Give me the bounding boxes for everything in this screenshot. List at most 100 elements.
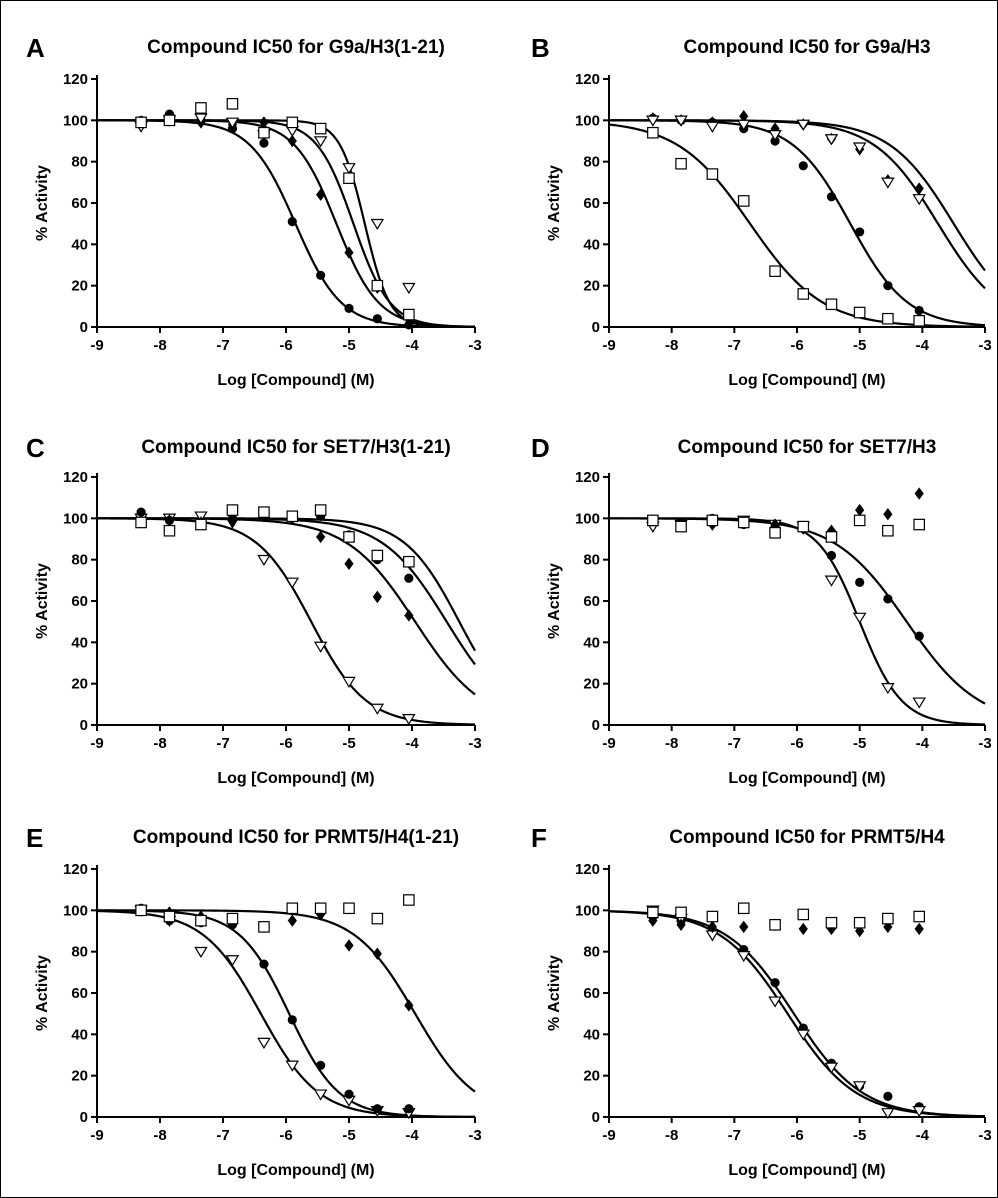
panel-e-point-triangle xyxy=(194,946,208,959)
panel-e-point-square xyxy=(403,894,415,906)
panel-b-point-circle xyxy=(826,192,837,202)
panel-f-point-triangle xyxy=(768,996,782,1008)
panel-c-point-square xyxy=(258,506,270,518)
panel-b-fit-curve-diamond xyxy=(609,119,986,272)
panel-c-fit-curve-square xyxy=(97,517,476,652)
panel-d-y-tick-label: 60 xyxy=(583,593,600,610)
panel-e-point-triangle xyxy=(257,1037,271,1049)
panel-f-fit-curve-triangle xyxy=(609,910,986,1117)
panel-c: C Compound IC50 for SET7/H3(1-21) 0 20 40 60 8… xyxy=(26,433,482,787)
panel-c-x-tick-label: -8 xyxy=(153,735,166,752)
panel-f-point-diamond xyxy=(648,914,658,927)
panel-b-series-square xyxy=(647,126,925,327)
panel-b-point-triangle xyxy=(796,119,811,131)
panel-e-point-square xyxy=(371,912,384,925)
panel-d-point-square xyxy=(853,514,866,527)
panel-c-letter: C xyxy=(26,433,45,463)
panel-a-y-tick-label: 60 xyxy=(71,195,88,212)
panel-e-title: Compound IC50 for PRMT5/H4(1-21) xyxy=(133,827,459,848)
panel-f-point-square xyxy=(769,918,781,931)
panel-e-point-circle xyxy=(287,1015,297,1025)
panel-d-series-triangle xyxy=(646,515,926,709)
panel-f-x-tick-label: -4 xyxy=(916,1127,930,1144)
panel-b-y-tick-label: 40 xyxy=(583,236,600,253)
panel-e-point-square xyxy=(314,902,327,915)
panel-d-x-tick-label: -5 xyxy=(853,735,866,752)
panel-f-point-square xyxy=(706,910,719,923)
panel-b-point-square xyxy=(853,306,866,319)
panel-f-y-tick-label: 20 xyxy=(583,1068,600,1085)
panel-d-y-tick-label: 20 xyxy=(583,676,600,693)
panel-d-point-square xyxy=(706,514,719,527)
panel-e: E Compound IC50 for PRMT5/H4(1-21) 0 20 40 60… xyxy=(26,823,482,1179)
panel-e-point-square xyxy=(286,902,299,915)
panel-e-point-square xyxy=(226,912,239,925)
panel-b-x-tick-label: -5 xyxy=(853,337,866,354)
panel-f-point-triangle xyxy=(881,1108,895,1120)
panel-a-point-triangle xyxy=(194,113,208,125)
panel-d-y-axis-label: % Activity xyxy=(546,563,563,639)
panel-c-fit-curve-diamond xyxy=(97,517,476,696)
panel-e-y-tick-label: 0 xyxy=(80,1109,88,1126)
panel-d-point-square xyxy=(769,526,781,539)
panel-b-point-triangle xyxy=(705,121,720,133)
panel-a-point-circle xyxy=(287,217,297,227)
panel-f-y-tick-label: 80 xyxy=(583,944,600,961)
panel-b-y-tick-label: 120 xyxy=(575,71,600,88)
panel-c-x-tick-label: -7 xyxy=(216,735,229,752)
panel-a-y-tick-label: 80 xyxy=(71,154,88,171)
panel-d-point-square xyxy=(825,531,838,543)
panel-c-point-diamond xyxy=(316,530,326,544)
panel-a-point-triangle xyxy=(342,163,356,175)
panel-a-point-square xyxy=(195,102,207,114)
panel-b-x-tick-label: -6 xyxy=(790,337,803,354)
panel-c-point-diamond xyxy=(344,557,354,570)
panel-a-y-tick-label: 120 xyxy=(63,71,88,88)
panel-a-point-circle xyxy=(372,314,382,324)
panel-c-x-tick-label: -6 xyxy=(279,735,292,752)
panel-b-point-square xyxy=(706,168,719,180)
panel-f-point-triangle xyxy=(912,1105,926,1118)
panel-c-y-tick-label: 120 xyxy=(63,469,88,486)
panel-f-x-tick-label: -6 xyxy=(790,1127,803,1144)
panel-f-y-tick-label: 120 xyxy=(575,861,600,878)
panel-c-y-tick-label: 20 xyxy=(71,676,88,693)
panel-c-point-circle xyxy=(164,515,175,526)
panel-f-letter: F xyxy=(531,823,547,853)
panel-a-point-circle xyxy=(404,320,414,330)
panel-f-y-tick-label: 0 xyxy=(592,1109,600,1126)
panel-d-y-tick-label: 40 xyxy=(583,634,600,651)
panel-c-point-circle xyxy=(136,507,146,517)
panel-d-y-tick-label: 80 xyxy=(583,552,600,569)
panel-b-point-triangle xyxy=(852,142,867,154)
panel-d-point-square xyxy=(737,516,750,529)
panel-b-point-square xyxy=(913,315,925,327)
panel-e-series-triangle xyxy=(134,905,416,1120)
panel-f-point-diamond xyxy=(676,918,686,931)
panel-c-point-square xyxy=(343,531,355,543)
panel-f-x-tick-label: -5 xyxy=(853,1127,866,1144)
panel-c-x-tick-label: -3 xyxy=(468,735,481,752)
panel-a-fit-curve-square xyxy=(97,119,475,327)
panel-f-point-square xyxy=(882,912,894,925)
panel-d-point-circle xyxy=(855,577,865,588)
panel-e-point-square xyxy=(135,904,147,917)
panel-c-point-square xyxy=(403,555,415,568)
panel-d-x-tick-label: -7 xyxy=(728,735,741,752)
panel-e-point-diamond xyxy=(287,914,297,927)
panel-a-point-square xyxy=(286,116,299,129)
panel-b: B Compound IC50 for G9a/H3 0 20 40 60 80 100 120… xyxy=(531,33,992,389)
panel-e-point-square xyxy=(195,914,207,927)
panel-d: D Compound IC50 for SET7/H3 0 20 40 60 80 100 12… xyxy=(531,433,992,787)
panel-b-point-triangle xyxy=(768,130,782,142)
panel-c-series-square xyxy=(135,504,415,568)
panel-a-x-tick-label: -8 xyxy=(153,337,166,354)
panel-d-point-square xyxy=(675,520,687,533)
panel-a-point-diamond xyxy=(259,116,269,129)
panel-a-y-tick-label: 0 xyxy=(80,319,88,336)
panel-f-point-triangle xyxy=(852,1081,867,1093)
panel-d-point-triangle xyxy=(912,697,926,709)
panel-c-point-triangle xyxy=(313,641,328,653)
panel-a-x-tick-label: -4 xyxy=(405,337,419,354)
panel-c-x-axis-label: Log [Compound] (M) xyxy=(217,770,374,787)
